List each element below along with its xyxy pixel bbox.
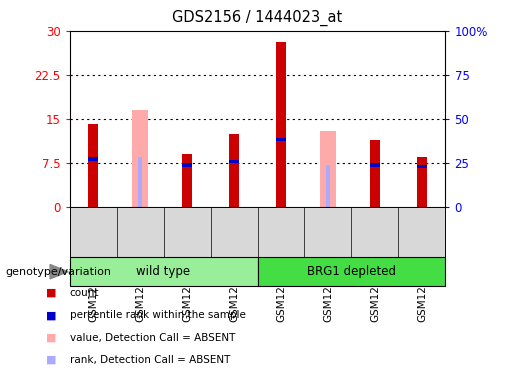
Text: GDS2156 / 1444023_at: GDS2156 / 1444023_at <box>173 10 342 26</box>
Bar <box>138 157 142 207</box>
Text: count: count <box>70 288 99 298</box>
Bar <box>182 154 192 207</box>
Bar <box>320 131 336 207</box>
Bar <box>370 140 380 207</box>
Bar <box>88 157 98 161</box>
Text: genotype/variation: genotype/variation <box>5 266 111 277</box>
Bar <box>370 163 380 167</box>
Bar <box>258 257 445 286</box>
Bar <box>229 134 239 207</box>
Text: ■: ■ <box>46 355 57 365</box>
Bar <box>132 110 148 207</box>
Text: ■: ■ <box>46 333 57 343</box>
Text: ■: ■ <box>46 288 57 298</box>
Bar <box>276 138 286 141</box>
Text: rank, Detection Call = ABSENT: rank, Detection Call = ABSENT <box>70 355 230 365</box>
Text: value, Detection Call = ABSENT: value, Detection Call = ABSENT <box>70 333 235 343</box>
Polygon shape <box>50 265 68 279</box>
Text: percentile rank within the sample: percentile rank within the sample <box>70 310 246 320</box>
Bar <box>417 157 427 207</box>
Bar <box>70 257 258 286</box>
Text: wild type: wild type <box>136 265 191 278</box>
Bar <box>229 160 239 163</box>
Text: ■: ■ <box>46 310 57 320</box>
Bar <box>182 163 192 167</box>
Bar <box>326 165 330 207</box>
Text: BRG1 depleted: BRG1 depleted <box>307 265 396 278</box>
Bar <box>276 43 286 207</box>
Bar <box>417 164 427 168</box>
Bar <box>88 124 98 207</box>
